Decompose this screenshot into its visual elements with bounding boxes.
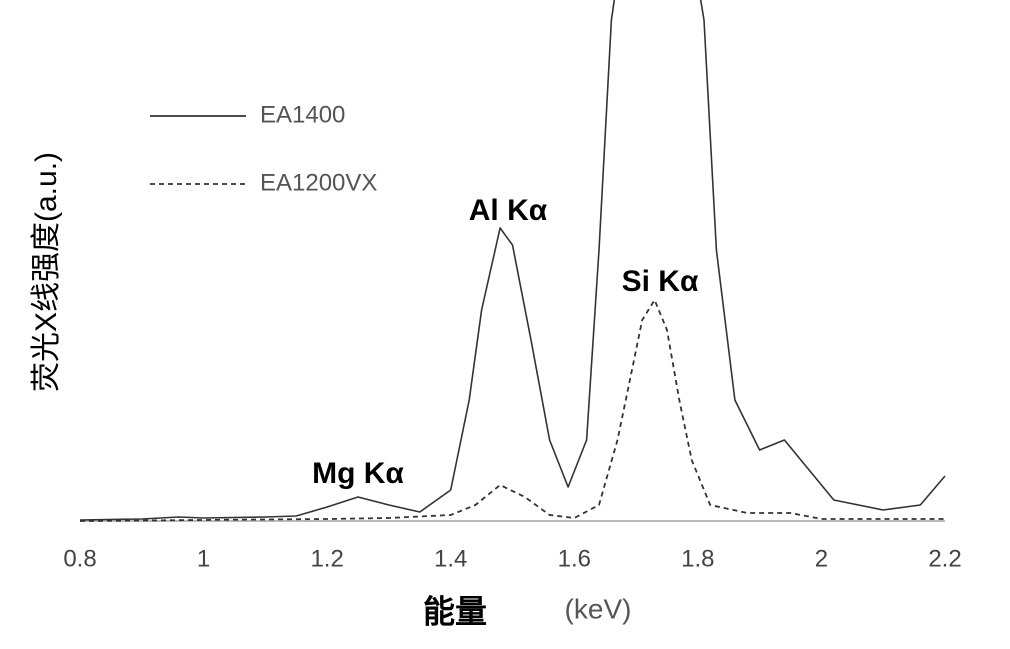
peak-annotation: Al Kα	[469, 194, 548, 227]
x-tick-label: 2.2	[928, 545, 961, 572]
peak-annotation: Si Kα	[622, 265, 699, 298]
x-tick-label: 1.4	[434, 545, 467, 572]
x-tick-label: 1.6	[558, 545, 591, 572]
peak-annotation: Mg Kα	[312, 457, 404, 490]
x-tick-label: 1.8	[681, 545, 714, 572]
legend-label: EA1200VX	[260, 169, 377, 196]
y-axis-label: 荧光X线强度(a.u.)	[30, 152, 63, 392]
x-tick-label: 0.8	[63, 545, 96, 572]
x-tick-label: 1	[197, 545, 210, 572]
x-tick-label: 1.2	[310, 545, 343, 572]
x-axis-label: 能量	[423, 593, 487, 629]
legend-label: EA1400	[260, 101, 345, 128]
x-axis-unit: (keV)	[565, 593, 632, 624]
line-series	[79, 299, 945, 522]
x-tick-label: 2	[815, 545, 828, 572]
line-series	[79, 0, 946, 521]
